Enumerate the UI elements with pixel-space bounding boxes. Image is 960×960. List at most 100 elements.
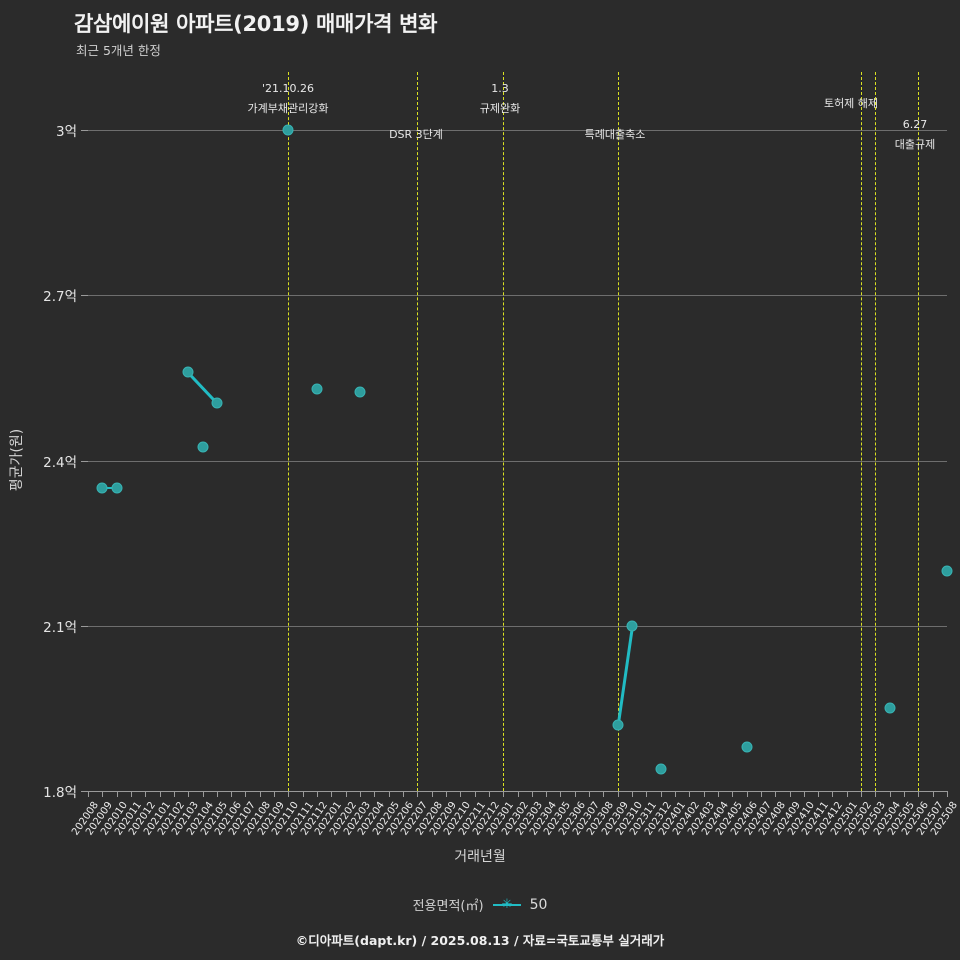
x-tick-mark [374,791,376,797]
data-point[interactable] [111,482,123,494]
event-line [875,72,877,791]
x-tick-mark [417,791,419,797]
footer-credit: ©디아파트(dapt.kr) / 2025.08.13 / 자료=국토교통부 실… [295,933,665,948]
x-tick-mark [188,791,190,797]
x-tick-mark [904,791,906,797]
x-tick-mark [431,791,433,797]
event-date-label: 1.3 [491,82,509,95]
x-tick-mark [388,791,390,797]
legend-title: 전용면적(㎡) [412,899,484,914]
event-line [918,72,920,791]
event-line [503,72,505,791]
x-tick-mark [130,791,132,797]
data-point[interactable] [197,441,209,453]
x-tick-mark [402,791,404,797]
y-tick-mark [81,625,88,627]
data-point[interactable] [354,386,366,398]
x-tick-mark [259,791,261,797]
y-tick-label: 2.1억 [43,619,77,636]
x-tick-mark [689,791,691,797]
event-line [288,72,290,791]
x-tick-mark [288,791,290,797]
y-tick-label: 2.7억 [43,289,77,306]
event-line [617,72,619,791]
x-tick-mark [760,791,762,797]
data-point[interactable] [211,397,223,409]
x-tick-mark [775,791,777,797]
data-point[interactable] [741,741,753,753]
x-tick-mark [517,791,519,797]
x-tick-mark [560,791,562,797]
x-tick-mark [832,791,834,797]
data-point[interactable] [655,763,667,775]
event-line [861,72,863,791]
legend: 전용면적(㎡) ✳ 50 [0,895,960,915]
x-tick-mark [503,791,505,797]
legend-value: 50 [529,896,548,913]
x-tick-mark [732,791,734,797]
y-tick-label: 2.4억 [43,454,77,471]
x-tick-mark [231,791,233,797]
x-tick-mark [360,791,362,797]
data-point[interactable] [311,383,323,395]
data-point[interactable] [884,702,896,714]
y-tick-label: 1.8억 [43,785,77,801]
data-point[interactable] [96,482,108,494]
x-tick-mark [460,791,462,797]
x-axis-label: 거래년월 [454,849,506,865]
x-tick-mark [803,791,805,797]
x-tick-mark [531,791,533,797]
event-date-label: 6.27 [902,118,928,131]
y-tick-mark [81,295,88,297]
data-point[interactable] [941,565,953,577]
x-tick-mark [345,791,347,797]
y-tick-mark [81,460,88,462]
x-tick-mark [589,791,591,797]
y-tick-label: 3억 [55,124,77,140]
gridline [88,295,947,297]
data-point[interactable] [626,620,638,632]
x-tick-mark [875,791,877,797]
x-tick-mark [918,791,920,797]
x-tick-mark [216,791,218,797]
x-tick-mark [818,791,820,797]
page-subtitle: 최근 5개년 한정 [76,43,161,58]
x-tick-mark [632,791,634,797]
x-tick-mark [603,791,605,797]
gridline [88,460,947,462]
event-label: 특례대출축소 [584,128,646,141]
gridline [88,130,947,131]
x-tick-mark [646,791,648,797]
event-date-label: '21.10.26 [261,82,315,95]
x-tick-mark [488,791,490,797]
x-tick-mark [717,791,719,797]
x-tick-mark [302,791,304,797]
data-point[interactable] [182,366,194,378]
x-tick-mark [660,791,662,797]
x-tick-mark [703,791,705,797]
x-tick-mark [88,791,89,797]
event-label: 대출규제 [894,138,936,151]
x-tick-mark [474,791,476,797]
event-label: 규제완화 [479,102,521,115]
event-label: 가계부채관리강화 [247,102,329,115]
x-tick-mark [546,791,548,797]
x-tick-mark [846,791,848,797]
event-label: DSR 3단계 [389,128,443,141]
data-point[interactable] [612,719,624,731]
series-line-segment [102,486,117,490]
event-label: 토허제 해제 [823,97,879,110]
legend-marker-icon: ✳ [492,898,521,912]
gridline [88,625,947,627]
y-tick-mark [81,791,88,792]
x-tick-mark [331,791,333,797]
x-tick-mark [116,791,118,797]
x-tick-mark [947,791,948,797]
x-tick-mark [932,791,934,797]
data-point[interactable] [282,124,294,136]
x-tick-mark [617,791,619,797]
x-tick-mark [317,791,319,797]
x-tick-mark [145,791,147,797]
x-tick-mark [274,791,276,797]
